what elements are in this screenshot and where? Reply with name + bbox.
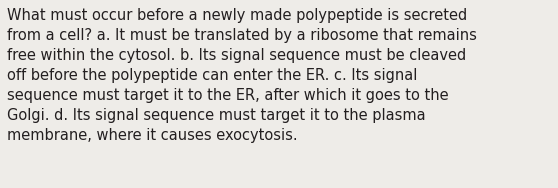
Text: What must occur before a newly made polypeptide is secreted
from a cell? a. It m: What must occur before a newly made poly…	[7, 8, 477, 143]
